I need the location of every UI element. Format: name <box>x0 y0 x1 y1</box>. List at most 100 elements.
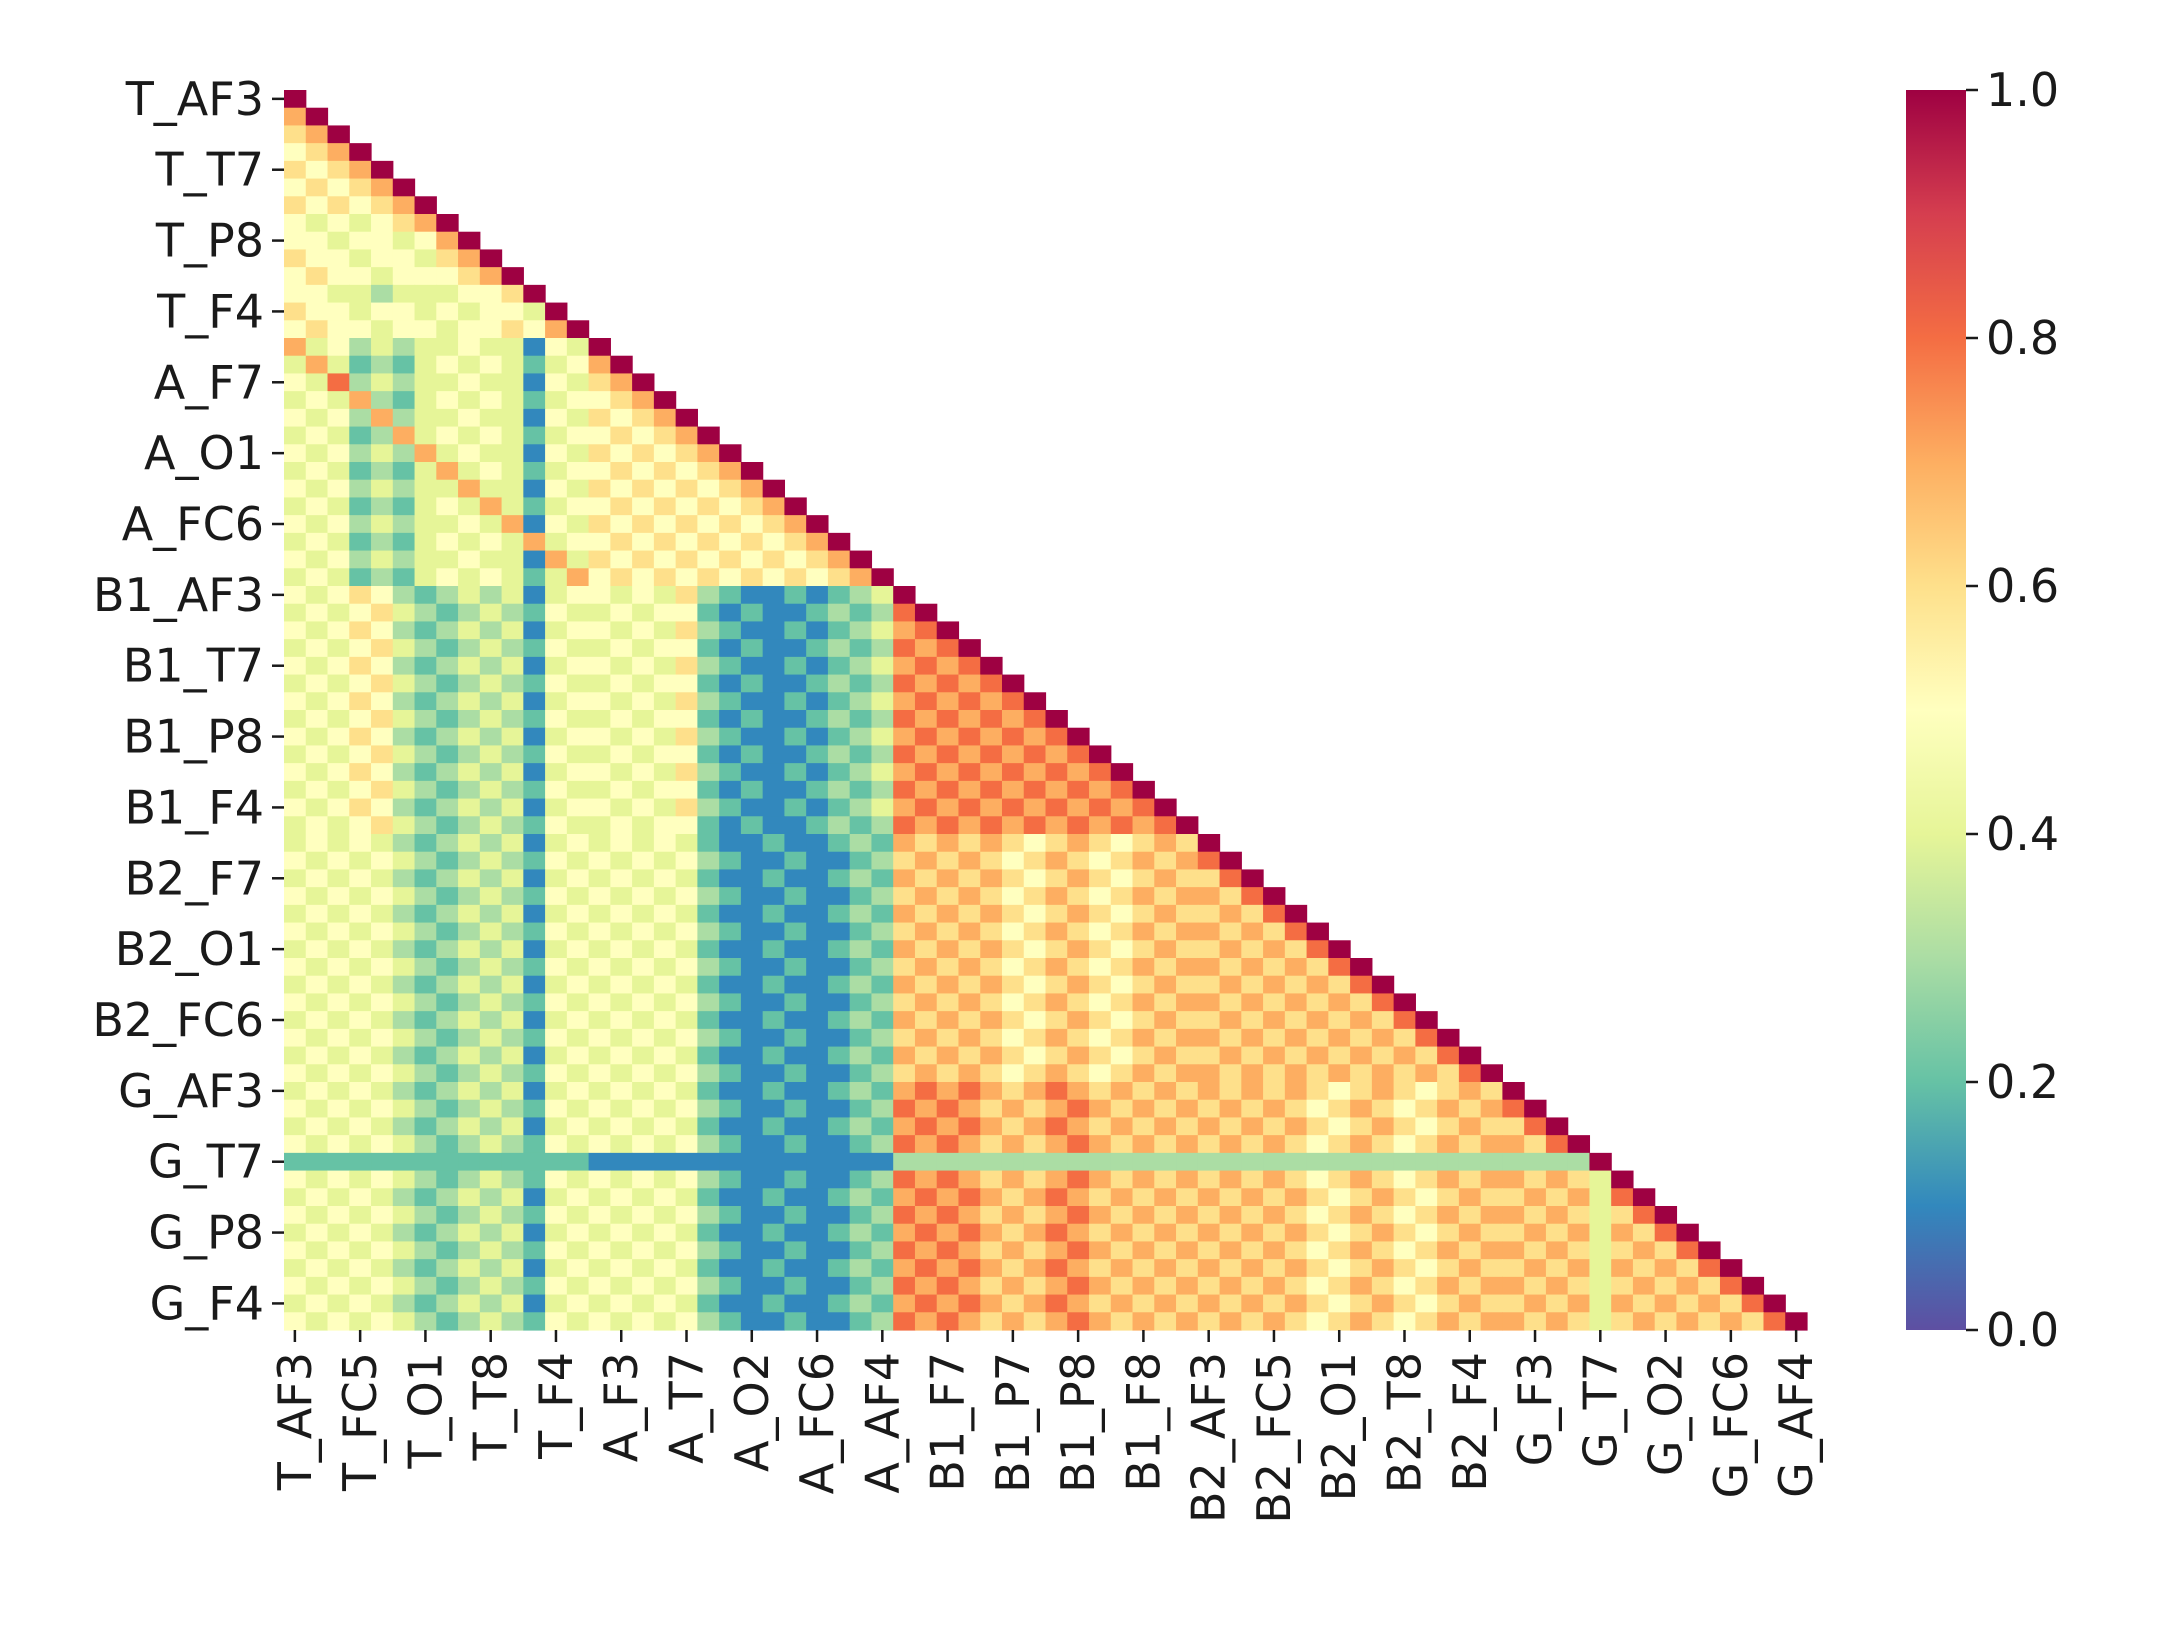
heatmap-cell <box>414 816 437 835</box>
heatmap-cell <box>697 1241 720 1260</box>
heatmap-cell <box>588 1188 611 1207</box>
heatmap-cell <box>1698 1276 1721 1296</box>
heatmap-cell <box>958 763 981 782</box>
heatmap-cell <box>1045 1294 1068 1313</box>
heatmap-cell <box>523 869 546 888</box>
heatmap-cell <box>1154 1188 1177 1207</box>
heatmap-cell <box>523 373 546 392</box>
heatmap-cell <box>849 1117 873 1136</box>
heatmap-cell <box>1545 1294 1569 1313</box>
heatmap-cell <box>980 1276 1003 1296</box>
heatmap-cell <box>305 1117 329 1136</box>
heatmap-cell <box>980 1259 1003 1278</box>
heatmap-cell <box>914 639 938 658</box>
heatmap-cell <box>610 497 633 516</box>
heatmap-cell <box>392 869 416 888</box>
heatmap-cell <box>566 780 590 800</box>
heatmap-cell <box>1437 1276 1460 1296</box>
heatmap-cell <box>697 922 720 941</box>
heatmap-cell <box>1089 869 1112 888</box>
heatmap-cell <box>523 958 546 977</box>
heatmap-cell <box>1393 1011 1416 1030</box>
heatmap-cell <box>697 1259 720 1278</box>
heatmap-cell <box>1393 1188 1416 1207</box>
heatmap-cell <box>436 444 459 463</box>
heatmap-cell <box>414 1170 437 1189</box>
heatmap-cell <box>284 586 307 605</box>
heatmap-cell <box>719 603 742 623</box>
heatmap-cell <box>697 692 720 711</box>
heatmap-cell <box>436 1028 459 1048</box>
heatmap-cell <box>697 798 720 817</box>
heatmap-cell <box>305 1152 329 1172</box>
heatmap-cell <box>458 320 481 339</box>
heatmap-cell <box>871 851 894 871</box>
heatmap-cell <box>1567 1259 1591 1278</box>
heatmap-cell <box>784 869 807 888</box>
heatmap-cell <box>305 922 329 941</box>
heatmap-cell <box>327 780 350 800</box>
heatmap-cell <box>1676 1294 1699 1313</box>
heatmap-cell <box>697 532 720 552</box>
heatmap-cell <box>675 710 698 729</box>
heatmap-cell <box>740 1135 764 1154</box>
heatmap-cell <box>610 532 633 552</box>
colorbar <box>1906 90 1966 1330</box>
heatmap-cell <box>806 798 829 817</box>
heatmap-cell <box>1154 887 1177 906</box>
heatmap-cell <box>1632 1276 1656 1296</box>
heatmap-cell <box>653 639 677 658</box>
heatmap-cell <box>1263 904 1286 924</box>
heatmap-cell <box>1219 1312 1242 1331</box>
heatmap-cell <box>588 1259 611 1278</box>
heatmap-cell <box>936 1046 960 1065</box>
heatmap-cell <box>392 1312 416 1331</box>
heatmap-cell <box>1176 1046 1199 1065</box>
heatmap-cell <box>719 1276 742 1296</box>
heatmap-cell <box>349 1206 372 1225</box>
heatmap-cell <box>1545 1312 1569 1331</box>
heatmap-cell <box>1263 887 1286 906</box>
heatmap-cell <box>871 834 894 853</box>
heatmap-cell <box>827 1294 851 1313</box>
heatmap-cell <box>523 834 546 853</box>
heatmap-cell <box>349 143 372 162</box>
heatmap-cell <box>1263 1046 1286 1065</box>
heatmap-cell <box>1197 1223 1221 1243</box>
heatmap-cell <box>436 869 459 888</box>
heatmap-cell <box>523 940 546 959</box>
heatmap-cell <box>1045 1188 1068 1207</box>
heatmap-cell <box>827 904 851 924</box>
heatmap-cell <box>284 1117 307 1136</box>
heatmap-cell <box>545 1117 568 1136</box>
heatmap-cell <box>849 763 873 782</box>
heatmap-cell <box>545 816 568 835</box>
heatmap-cell <box>1545 1206 1569 1225</box>
heatmap-cell <box>566 532 590 552</box>
heatmap-cell <box>284 621 307 640</box>
heatmap-cell <box>849 887 873 906</box>
heatmap-cell <box>1480 1117 1503 1136</box>
heatmap-cell <box>523 603 546 623</box>
heatmap-cell <box>501 1312 524 1331</box>
heatmap-cell <box>936 922 960 941</box>
heatmap-cell <box>827 1099 851 1119</box>
heatmap-cell <box>740 1170 764 1189</box>
heatmap-cell <box>1611 1259 1634 1278</box>
heatmap-cell <box>1502 1188 1525 1207</box>
heatmap-cell <box>1067 975 1090 995</box>
heatmap-cell <box>653 710 677 729</box>
heatmap-cell <box>1154 1152 1177 1172</box>
heatmap-cell <box>740 568 764 587</box>
heatmap-cell <box>914 922 938 941</box>
heatmap-cell <box>371 1223 394 1243</box>
heatmap-cell <box>653 1188 677 1207</box>
heatmap-cell <box>893 656 916 676</box>
heatmap-cell <box>327 338 350 357</box>
heatmap-cell <box>632 1046 655 1065</box>
heatmap-cell <box>349 550 372 569</box>
heatmap-cell <box>762 1082 786 1101</box>
heatmap-cell <box>762 532 786 552</box>
heatmap-cell <box>784 798 807 817</box>
heatmap-cell <box>545 763 568 782</box>
